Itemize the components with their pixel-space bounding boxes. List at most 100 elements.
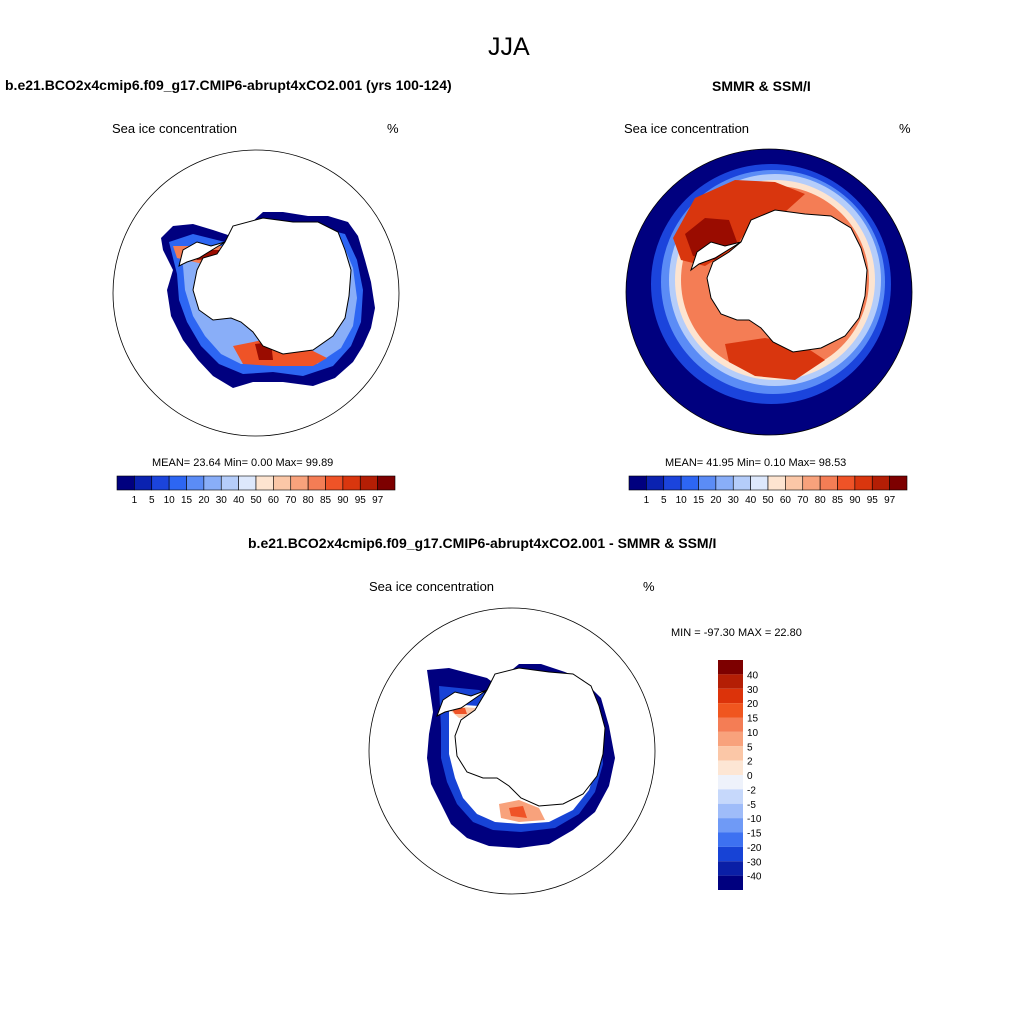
colorbar-tick-label: 50 bbox=[762, 495, 774, 506]
colorbar-tick-label: -15 bbox=[747, 829, 762, 840]
colorbar-tick-label: 97 bbox=[884, 495, 896, 506]
colorbar-tick-label: -2 bbox=[747, 785, 756, 796]
panel-obs-map bbox=[625, 148, 913, 436]
colorbar-swatch bbox=[837, 475, 856, 491]
model-peninsula bbox=[178, 241, 226, 267]
colorbar-tick-label: 15 bbox=[693, 495, 705, 506]
panel-model-unit: % bbox=[387, 121, 399, 136]
colorbar-tick-label: 80 bbox=[815, 495, 827, 506]
panel-model-map bbox=[112, 149, 400, 437]
colorbar-swatch bbox=[273, 475, 292, 491]
colorbar-swatch bbox=[290, 475, 309, 491]
colorbar-swatch bbox=[307, 475, 326, 491]
colorbar-tick-label: 1 bbox=[644, 495, 650, 506]
colorbar-tick-label: 0 bbox=[747, 771, 753, 782]
diff-peninsula bbox=[436, 689, 488, 718]
colorbar-swatch bbox=[220, 475, 239, 491]
colorbar-tick-label: -30 bbox=[747, 857, 762, 868]
colorbar-tick-label: 5 bbox=[661, 495, 667, 506]
colorbar-tick-label: 10 bbox=[747, 728, 759, 739]
colorbar-swatch bbox=[325, 475, 344, 491]
colorbar-swatch bbox=[186, 475, 205, 491]
colorbar-tick-label: -20 bbox=[747, 843, 762, 854]
colorbar-swatch bbox=[718, 746, 743, 761]
colorbar-tick-label: 30 bbox=[216, 495, 228, 506]
colorbar-swatch bbox=[819, 475, 838, 491]
colorbar-swatch bbox=[718, 875, 743, 890]
colorbar-swatch bbox=[203, 475, 222, 491]
colorbar-tick-label: 1 bbox=[132, 495, 138, 506]
colorbar-tick-label: 90 bbox=[337, 495, 349, 506]
colorbar-obs: 1 5 10 15 20 30 40 50 60 70 80 85 90 95 97 bbox=[628, 475, 908, 506]
colorbar-swatch bbox=[168, 475, 187, 491]
colorbar-swatch bbox=[718, 688, 743, 704]
colorbar-swatch bbox=[718, 775, 743, 790]
colorbar-tick-label: 20 bbox=[198, 495, 210, 506]
obs-map-boundary bbox=[625, 148, 913, 436]
colorbar-swatch bbox=[255, 475, 274, 491]
colorbar-swatch bbox=[718, 832, 743, 847]
colorbar-tick-label: 95 bbox=[867, 495, 879, 506]
colorbar-swatch bbox=[854, 475, 873, 491]
colorbar-swatch bbox=[377, 475, 396, 491]
colorbar-swatch bbox=[718, 861, 743, 876]
model-map-boundary bbox=[112, 149, 400, 437]
colorbar-tick-label: 70 bbox=[797, 495, 809, 506]
colorbar-tick-label: 60 bbox=[268, 495, 280, 506]
colorbar-tick-label: 10 bbox=[676, 495, 688, 506]
colorbar-swatch bbox=[359, 475, 378, 491]
colorbar-tick-label: 30 bbox=[747, 685, 759, 696]
colorbar-tick-label: 50 bbox=[250, 495, 262, 506]
colorbar-swatch bbox=[718, 717, 743, 732]
colorbar-swatch bbox=[732, 475, 751, 491]
colorbar-swatch bbox=[238, 475, 257, 491]
colorbar-swatch bbox=[646, 475, 665, 491]
colorbar-swatch bbox=[116, 475, 135, 491]
colorbar-tick-label: 85 bbox=[832, 495, 844, 506]
colorbar-swatch bbox=[134, 475, 153, 491]
colorbar-tick-label: 80 bbox=[303, 495, 315, 506]
colorbar-model: 1 5 10 15 20 30 40 50 60 70 80 85 90 95 97 bbox=[116, 475, 396, 506]
panel-diff-map bbox=[368, 607, 656, 895]
colorbar-tick-label: 60 bbox=[780, 495, 792, 506]
colorbar-tick-label: 40 bbox=[745, 495, 757, 506]
panel-diff-stats: MIN = -97.30 MAX = 22.80 bbox=[671, 627, 802, 639]
colorbar-swatch bbox=[715, 475, 734, 491]
model-antarctica bbox=[192, 217, 352, 355]
colorbar-tick-label: 70 bbox=[285, 495, 297, 506]
colorbar-swatch bbox=[342, 475, 361, 491]
colorbar-tick-label: 15 bbox=[747, 714, 759, 725]
panel-obs-title: SMMR & SSM/I bbox=[712, 78, 811, 94]
colorbar-swatch bbox=[718, 660, 743, 675]
colorbar-swatch bbox=[698, 475, 717, 491]
panel-obs-left-label: Sea ice concentration bbox=[624, 121, 750, 136]
colorbar-swatch bbox=[802, 475, 821, 491]
colorbar-tick-label: 20 bbox=[747, 699, 759, 710]
obs-antarctica bbox=[706, 209, 868, 353]
colorbar-swatch bbox=[151, 475, 170, 491]
colorbar-swatch bbox=[663, 475, 682, 491]
obs-peninsula bbox=[690, 241, 742, 272]
colorbar-tick-label: 2 bbox=[747, 757, 753, 768]
colorbar-tick-label: 40 bbox=[233, 495, 245, 506]
colorbar-swatch bbox=[718, 703, 743, 718]
colorbar-tick-label: -40 bbox=[747, 872, 762, 883]
diff-antarctica bbox=[454, 667, 606, 807]
colorbar-swatch bbox=[750, 475, 769, 491]
figure-title: JJA bbox=[488, 33, 530, 61]
colorbar-tick-label: 30 bbox=[728, 495, 740, 506]
colorbar-swatch bbox=[718, 789, 743, 804]
panel-obs-unit: % bbox=[899, 121, 911, 136]
colorbar-swatch bbox=[785, 475, 804, 491]
colorbar-swatch bbox=[718, 674, 743, 689]
colorbar-tick-label: 40 bbox=[747, 670, 759, 681]
panel-diff-left-label: Sea ice concentration bbox=[369, 579, 495, 594]
panel-diff-unit: % bbox=[643, 579, 655, 594]
colorbar-swatch bbox=[628, 475, 647, 491]
colorbar-tick-label: 95 bbox=[355, 495, 367, 506]
colorbar-tick-label: 15 bbox=[181, 495, 193, 506]
panel-model-stats: MEAN= 23.64 Min= 0.00 Max= 99.89 bbox=[152, 457, 334, 469]
colorbar-tick-label: 5 bbox=[149, 495, 155, 506]
colorbar-tick-label: -10 bbox=[747, 814, 762, 825]
